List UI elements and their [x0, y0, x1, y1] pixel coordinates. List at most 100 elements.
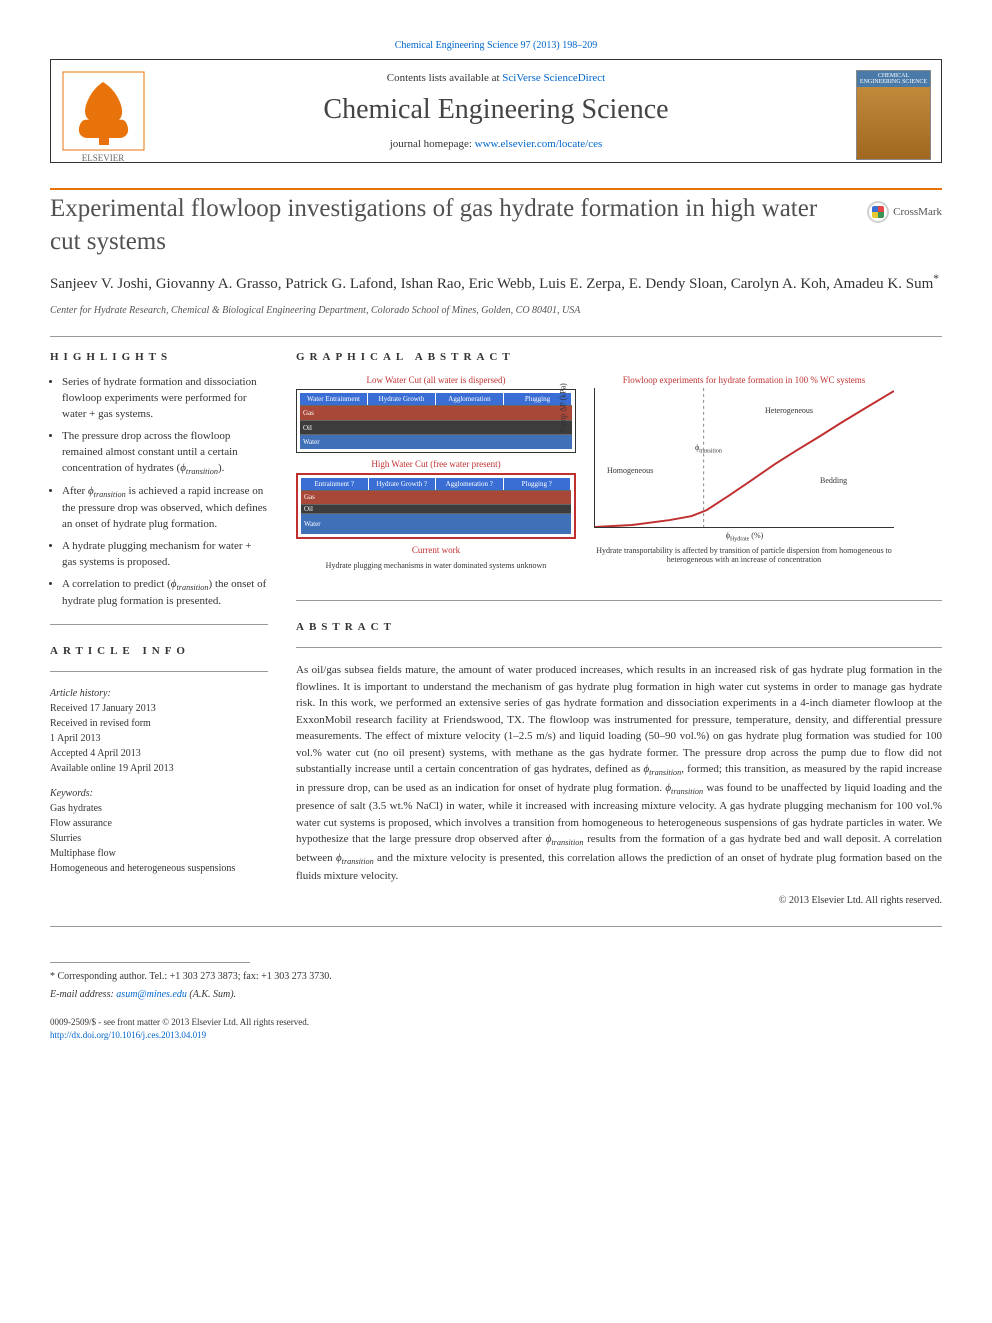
email-label: E-mail address:	[50, 989, 116, 1000]
abstract-text: As oil/gas subsea fields mature, the amo…	[296, 662, 942, 885]
history-label: Article history:	[50, 686, 268, 701]
divider	[50, 671, 268, 672]
ga-left-title1: Low Water Cut (all water is dispersed)	[296, 375, 576, 385]
homepage-prefix: journal homepage:	[390, 138, 475, 150]
article-history: Article history: Received 17 January 201…	[50, 686, 268, 776]
graphical-abstract-heading: GRAPHICAL ABSTRACT	[296, 351, 942, 363]
history-date: Accepted 4 April 2013	[50, 746, 268, 761]
ga-header-cell: Hydrate Growth ?	[369, 478, 437, 490]
keyword: Gas hydrates	[50, 801, 268, 816]
ga-left-caption: Hydrate plugging mechanisms in water dom…	[296, 561, 576, 570]
keywords-block: Keywords: Gas hydrates Flow assurance Sl…	[50, 786, 268, 876]
ga-header-cell: Entrainment ?	[301, 478, 369, 490]
corresponding-author: * Corresponding author. Tel.: +1 303 273…	[50, 969, 942, 984]
email-line: E-mail address: asum@mines.edu (A.K. Sum…	[50, 987, 942, 1002]
ga-band-water: Water	[300, 434, 572, 449]
corr-marker: *	[933, 273, 939, 285]
annot-heterogeneous: Heterogeneous	[765, 406, 813, 415]
top-citation-link[interactable]: Chemical Engineering Science 97 (2013) 1…	[395, 40, 597, 51]
ga-header-cell: Hydrate Growth	[368, 393, 436, 405]
homepage-line: journal homepage: www.elsevier.com/locat…	[161, 138, 831, 150]
ga-header-cell: Water Entrainment	[300, 393, 368, 405]
elsevier-tree-icon: ELSEVIER	[61, 70, 146, 165]
footer: * Corresponding author. Tel.: +1 303 273…	[50, 962, 942, 1043]
ga-left-title2: High Water Cut (free water present)	[296, 459, 576, 469]
elsevier-logo: ELSEVIER	[61, 70, 146, 160]
highlight-item: The pressure drop across the flowloop re…	[62, 429, 268, 478]
highlight-item: A correlation to predict (ϕtransition) t…	[62, 577, 268, 610]
annot-homogeneous: Homogeneous	[607, 466, 653, 475]
title-text: Experimental flowloop investigations of …	[50, 195, 817, 255]
highlight-text: After ϕtransition is achieved a rapid in…	[62, 485, 267, 530]
keyword: Flow assurance	[50, 816, 268, 831]
crossmark-badge[interactable]: CrossMark	[867, 201, 942, 223]
highlights-list: Series of hydrate formation and dissocia…	[50, 375, 268, 610]
keywords-label: Keywords:	[50, 786, 268, 801]
divider	[296, 600, 942, 601]
abstract-heading: ABSTRACT	[296, 621, 942, 633]
homepage-link[interactable]: www.elsevier.com/locate/ces	[475, 138, 603, 150]
keyword: Homogeneous and heterogeneous suspension…	[50, 861, 268, 876]
footer-short-divider	[50, 962, 250, 963]
annot-bedding: Bedding	[820, 476, 847, 485]
ga-diagram-high-wc: Entrainment ? Hydrate Growth ? Agglomera…	[296, 473, 576, 539]
graphical-abstract-figure: Low Water Cut (all water is dispersed) W…	[296, 375, 942, 570]
email-suffix: (A.K. Sum).	[187, 989, 236, 1000]
highlight-item: After ϕtransition is achieved a rapid in…	[62, 484, 268, 533]
highlight-item: Series of hydrate formation and dissocia…	[62, 375, 268, 423]
highlight-text: The pressure drop across the flowloop re…	[62, 430, 238, 474]
ga-diagram-low-wc: Water Entrainment Hydrate Growth Agglome…	[296, 389, 576, 453]
journal-header: ELSEVIER CHEMICAL ENGINEERING SCIENCE Co…	[50, 59, 942, 163]
annot-phi-transition: ϕtransition	[695, 443, 722, 455]
article-title: Experimental flowloop investigations of …	[50, 193, 942, 258]
journal-name: Chemical Engineering Science	[161, 94, 831, 126]
ga-band-gas: Gas	[301, 490, 571, 504]
sciencedirect-link[interactable]: SciVerse ScienceDirect	[502, 72, 605, 84]
chart-svg: 0 100 200 300 400	[595, 388, 894, 527]
authors-list: Sanjeev V. Joshi, Giovanny A. Grasso, Pa…	[50, 276, 933, 292]
affiliation: Center for Hydrate Research, Chemical & …	[50, 305, 942, 316]
chart-ylabel: Pump ΔP (kPa)	[559, 383, 568, 432]
divider	[296, 647, 942, 648]
ga-band-water: Water	[301, 513, 571, 534]
current-work-label: Current work	[296, 545, 576, 555]
ga-right-title: Flowloop experiments for hydrate formati…	[594, 375, 894, 385]
ga-band-gas: Gas	[300, 405, 572, 420]
ga-left-panel: Low Water Cut (all water is dispersed) W…	[296, 375, 576, 570]
history-date: Available online 19 April 2013	[50, 761, 268, 776]
ga-right-caption: Hydrate transportability is affected by …	[594, 546, 894, 564]
history-date: Received 17 January 2013	[50, 701, 268, 716]
ga-header-cell: Agglomeration	[436, 393, 504, 405]
top-citation: Chemical Engineering Science 97 (2013) 1…	[50, 40, 942, 51]
divider	[50, 624, 268, 625]
article-info-heading: ARTICLE INFO	[50, 645, 268, 657]
contents-line: Contents lists available at SciVerse Sci…	[161, 72, 831, 84]
ga-header-cell: Agglomeration ?	[436, 478, 504, 490]
crossmark-label: CrossMark	[893, 205, 942, 219]
keyword: Slurries	[50, 831, 268, 846]
svg-text:ELSEVIER: ELSEVIER	[82, 153, 125, 163]
chart-xlabel: ϕHydrate (%)	[726, 531, 764, 543]
ga-band-oil: Oil	[301, 504, 571, 513]
crossmark-icon	[867, 201, 889, 223]
highlights-heading: HIGHLIGHTS	[50, 351, 268, 363]
history-date: Received in revised form	[50, 716, 268, 731]
divider	[50, 336, 942, 337]
orange-divider	[50, 188, 942, 190]
issn-line: 0009-2509/$ - see front matter © 2013 El…	[50, 1016, 942, 1030]
journal-cover-label: CHEMICAL ENGINEERING SCIENCE	[857, 71, 930, 87]
ga-chart: Pump ΔP (kPa) ϕHydrate (%) 0 100 200 300…	[594, 388, 894, 528]
keyword: Multiphase flow	[50, 846, 268, 861]
ga-band-oil: Oil	[300, 420, 572, 435]
copyright: © 2013 Elsevier Ltd. All rights reserved…	[296, 895, 942, 906]
history-date: 1 April 2013	[50, 731, 268, 746]
authors: Sanjeev V. Joshi, Giovanny A. Grasso, Pa…	[50, 272, 942, 295]
journal-cover-icon: CHEMICAL ENGINEERING SCIENCE	[856, 70, 931, 160]
highlight-text: A correlation to predict (ϕtransition) t…	[62, 578, 266, 607]
doi-link[interactable]: http://dx.doi.org/10.1016/j.ces.2013.04.…	[50, 1030, 206, 1040]
footer-bottom: 0009-2509/$ - see front matter © 2013 El…	[50, 1016, 942, 1043]
email-link[interactable]: asum@mines.edu	[116, 989, 187, 1000]
divider	[50, 926, 942, 927]
ga-right-panel: Flowloop experiments for hydrate formati…	[594, 375, 894, 564]
highlight-item: A hydrate plugging mechanism for water +…	[62, 539, 268, 571]
